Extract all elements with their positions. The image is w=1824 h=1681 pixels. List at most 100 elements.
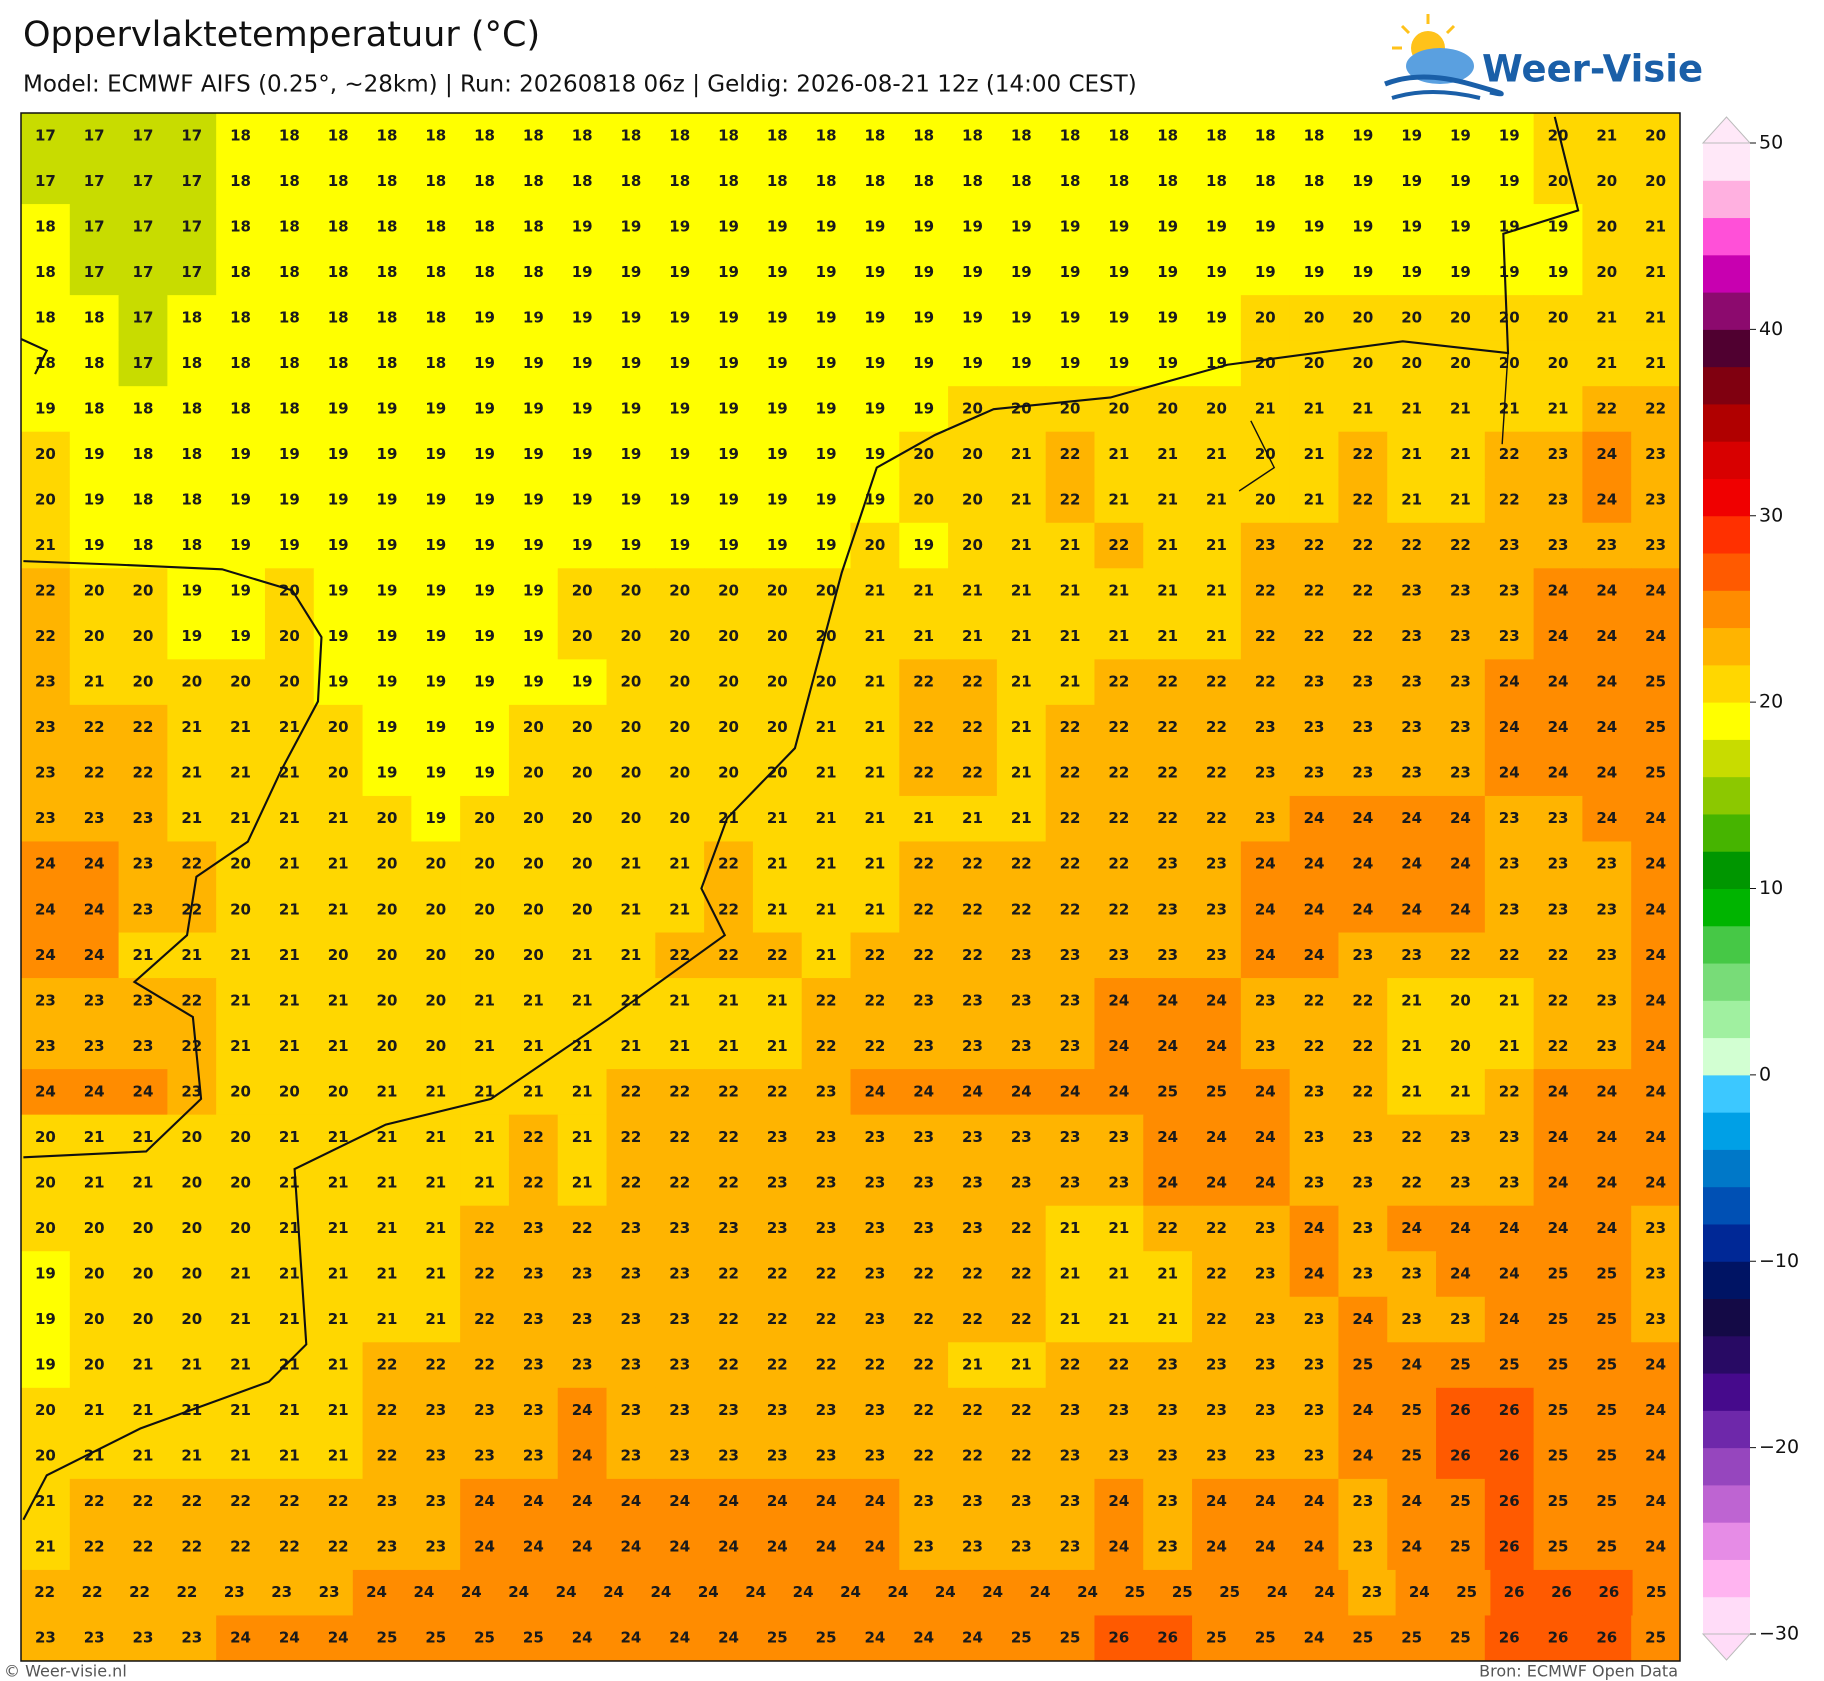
temperature-cell (167, 113, 217, 160)
temperature-cell (899, 1023, 949, 1070)
temperature-cell (850, 1023, 900, 1070)
temperature-cell (704, 386, 754, 433)
temperature-label: 23 (1352, 1492, 1373, 1510)
temperature-label: 19 (35, 1265, 56, 1283)
temperature-label: 17 (133, 217, 154, 235)
temperature-cell (118, 795, 168, 842)
temperature-label: 19 (523, 491, 544, 509)
colorbar-band (1703, 1261, 1750, 1300)
temperature-cell (362, 659, 412, 706)
temperature-label: 21 (1645, 263, 1666, 281)
temperature-label: 23 (1499, 1173, 1520, 1191)
temperature-label: 22 (328, 1492, 349, 1510)
temperature-label: 20 (35, 491, 56, 509)
temperature-cell (1338, 522, 1388, 569)
temperature-cell (362, 295, 412, 342)
temperature-label: 20 (620, 718, 641, 736)
temperature-label: 23 (864, 1401, 885, 1419)
temperature-label: 23 (1596, 900, 1617, 918)
colorbar-band (1703, 813, 1750, 852)
temperature-cell (948, 932, 998, 979)
temperature-label: 19 (718, 445, 739, 463)
temperature-label: 23 (1108, 946, 1129, 964)
temperature-cell (1240, 568, 1291, 615)
temperature-label: 24 (1304, 1538, 1325, 1556)
temperature-label: 21 (181, 718, 202, 736)
temperature-cell (167, 568, 217, 615)
temperature-label: 19 (718, 263, 739, 281)
temperature-cell (1289, 477, 1339, 524)
temperature-cell (1631, 1023, 1681, 1070)
temperature-label: 19 (425, 491, 446, 509)
temperature-label: 18 (133, 445, 154, 463)
temperature-label: 21 (1011, 627, 1032, 645)
temperature-label: 21 (328, 1447, 349, 1465)
temperature-label: 24 (1401, 900, 1422, 918)
temperature-cell (704, 568, 754, 615)
temperature-cell (118, 522, 168, 569)
temperature-cell (1289, 704, 1339, 751)
temperature-cell (996, 795, 1047, 842)
temperature-cell (1094, 704, 1144, 751)
temperature-cell (313, 386, 364, 433)
temperature-cell (655, 204, 705, 251)
temperature-cell (1631, 158, 1681, 205)
temperature-label: 23 (1011, 1128, 1032, 1146)
temperature-label: 18 (230, 172, 251, 190)
temperature-label: 17 (84, 217, 105, 235)
temperature-label: 22 (962, 1310, 983, 1328)
temperature-cell (1582, 431, 1632, 478)
temperature-label: 23 (816, 1401, 837, 1419)
temperature-cell (557, 1023, 608, 1070)
temperature-cell (1436, 431, 1486, 478)
temperature-label: 23 (1352, 1173, 1373, 1191)
temperature-label: 21 (328, 991, 349, 1009)
temperature-label: 24 (1645, 1037, 1666, 1055)
temperature-label: 21 (1450, 1082, 1471, 1100)
temperature-cell (655, 1023, 705, 1070)
temperature-label: 21 (1157, 627, 1178, 645)
temperature-label: 24 (1157, 1173, 1178, 1191)
temperature-label: 24 (328, 1629, 349, 1647)
temperature-cell (850, 204, 900, 251)
temperature-cell (460, 249, 510, 296)
temperature-label: 23 (1157, 1447, 1178, 1465)
temperature-label: 19 (718, 536, 739, 554)
temperature-cell (996, 386, 1047, 433)
temperature-cell (411, 887, 461, 934)
temperature-label: 21 (962, 627, 983, 645)
temperature-label: 22 (1450, 946, 1471, 964)
temperature-label: 20 (474, 855, 495, 873)
temperature-cell (1436, 659, 1486, 706)
temperature-label: 18 (816, 172, 837, 190)
temperature-label: 21 (1011, 1356, 1032, 1374)
temperature-label: 24 (572, 1538, 593, 1556)
temperature-cell (557, 978, 608, 1025)
temperature-label: 20 (133, 582, 154, 600)
temperature-cell (557, 113, 608, 160)
temperature-label: 21 (1401, 991, 1422, 1009)
temperature-label: 18 (425, 126, 446, 144)
temperature-cell (801, 340, 851, 387)
temperature-label: 22 (1401, 1128, 1422, 1146)
temperature-label: 21 (377, 1128, 398, 1146)
temperature-label: 24 (1304, 1265, 1325, 1283)
temperature-cell (704, 613, 754, 660)
temperature-label: 23 (1645, 1265, 1666, 1283)
temperature-label: 17 (181, 263, 202, 281)
temperature-cell (704, 841, 754, 888)
temperature-label: 21 (328, 1219, 349, 1237)
temperature-label: 20 (35, 1401, 56, 1419)
temperature-cell (1338, 613, 1388, 660)
temperature-label: 24 (1548, 718, 1569, 736)
temperature-cell (69, 978, 120, 1025)
temperature-label: 24 (1409, 1583, 1430, 1601)
temperature-cell (655, 795, 705, 842)
temperature-label: 24 (1450, 1219, 1471, 1237)
temperature-label: 21 (1157, 582, 1178, 600)
temperature-label: 19 (913, 308, 934, 326)
temperature-cell (655, 158, 705, 205)
temperature-cell (1631, 113, 1681, 160)
temperature-label: 23 (1352, 1219, 1373, 1237)
temperature-label: 22 (1401, 1173, 1422, 1191)
